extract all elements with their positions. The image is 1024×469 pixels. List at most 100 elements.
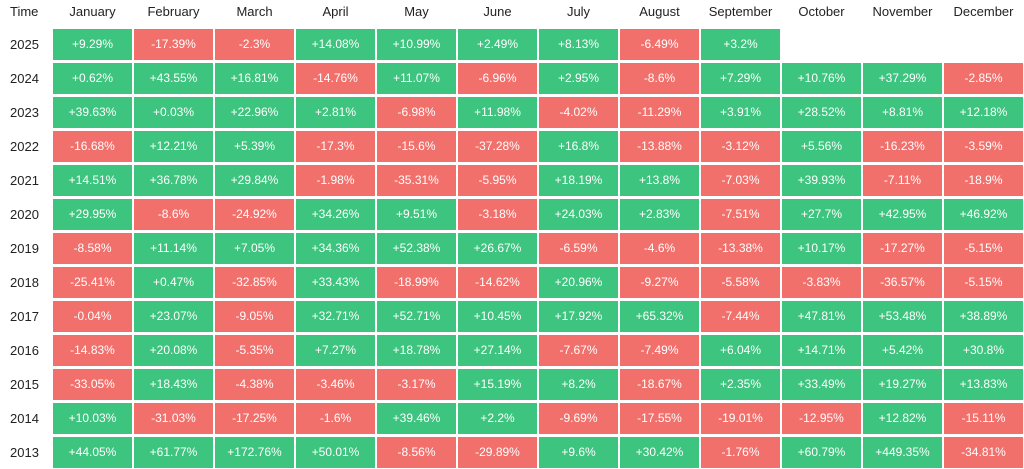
return-cell-2019-january: -8.58% <box>52 232 133 265</box>
return-cell-2020-february: -8.6% <box>133 198 214 231</box>
return-cell-2022-may: -15.6% <box>376 130 457 163</box>
return-cell-2014-september: -19.01% <box>700 402 781 435</box>
return-cell-2020-march: -24.92% <box>214 198 295 231</box>
year-label-2020: 2020 <box>10 207 39 222</box>
return-cell-2022-september: -3.12% <box>700 130 781 163</box>
month-header-august: August <box>639 4 680 19</box>
return-cell-2014-march: -17.25% <box>214 402 295 435</box>
return-cell-2017-december: +38.89% <box>943 300 1024 333</box>
return-cell-2025-may: +10.99% <box>376 28 457 61</box>
return-cell-2014-november: +12.82% <box>862 402 943 435</box>
return-cell-2024-july: +2.95% <box>538 62 619 95</box>
return-cell-2023-september: +3.91% <box>700 96 781 129</box>
year-label-2022: 2022 <box>10 139 39 154</box>
return-cell-2020-january: +29.95% <box>52 198 133 231</box>
return-cell-2024-august: -8.6% <box>619 62 700 95</box>
return-cell-2021-february: +36.78% <box>133 164 214 197</box>
return-cell-2019-february: +11.14% <box>133 232 214 265</box>
return-cell-2017-march: -9.05% <box>214 300 295 333</box>
return-cell-2019-july: -6.59% <box>538 232 619 265</box>
return-cell-2024-september: +7.29% <box>700 62 781 95</box>
return-cell-2021-march: +29.84% <box>214 164 295 197</box>
return-cell-2019-september: -13.38% <box>700 232 781 265</box>
month-header-april: April <box>322 4 349 19</box>
return-cell-2024-june: -6.96% <box>457 62 538 95</box>
return-cell-2023-january: +39.63% <box>52 96 133 129</box>
return-cell-2016-january: -14.83% <box>52 334 133 367</box>
return-cell-2013-june: -29.89% <box>457 436 538 469</box>
return-cell-2023-april: +2.81% <box>295 96 376 129</box>
return-cell-2017-april: +32.71% <box>295 300 376 333</box>
return-cell-2016-june: +27.14% <box>457 334 538 367</box>
return-cell-2023-july: -4.02% <box>538 96 619 129</box>
return-cell-2013-december: -34.81% <box>943 436 1024 469</box>
return-cell-2025-january: +9.29% <box>52 28 133 61</box>
return-cell-2021-january: +14.51% <box>52 164 133 197</box>
return-cell-2019-november: -17.27% <box>862 232 943 265</box>
return-cell-2022-august: -13.88% <box>619 130 700 163</box>
return-cell-2018-december: -5.15% <box>943 266 1024 299</box>
return-cell-2015-may: -3.17% <box>376 368 457 401</box>
return-cell-2021-september: -7.03% <box>700 164 781 197</box>
return-cell-2021-may: -35.31% <box>376 164 457 197</box>
return-cell-2016-april: +7.27% <box>295 334 376 367</box>
month-header-october: October <box>798 4 845 19</box>
return-cell-2024-december: -2.85% <box>943 62 1024 95</box>
return-cell-2023-november: +8.81% <box>862 96 943 129</box>
return-cell-2025-april: +14.08% <box>295 28 376 61</box>
return-cell-2020-august: +2.83% <box>619 198 700 231</box>
return-cell-2023-december: +12.18% <box>943 96 1024 129</box>
return-cell-2016-february: +20.08% <box>133 334 214 367</box>
return-cell-2017-june: +10.45% <box>457 300 538 333</box>
return-cell-2022-november: -16.23% <box>862 130 943 163</box>
return-cell-2013-september: -1.76% <box>700 436 781 469</box>
return-cell-2025-february: -17.39% <box>133 28 214 61</box>
return-cell-2021-august: +13.8% <box>619 164 700 197</box>
return-cell-2022-october: +5.56% <box>781 130 862 163</box>
return-cell-2022-march: +5.39% <box>214 130 295 163</box>
month-header-september: September <box>708 4 773 19</box>
return-cell-2016-march: -5.35% <box>214 334 295 367</box>
return-cell-2013-october: +60.79% <box>781 436 862 469</box>
return-cell-2018-may: -18.99% <box>376 266 457 299</box>
monthly-returns-heatmap: Time January February March April May June Jul… <box>10 4 1024 469</box>
return-cell-2015-august: -18.67% <box>619 368 700 401</box>
return-cell-2020-september: -7.51% <box>700 198 781 231</box>
return-cell-2015-september: +2.35% <box>700 368 781 401</box>
return-cell-2021-june: -5.95% <box>457 164 538 197</box>
return-cell-2015-january: -33.05% <box>52 368 133 401</box>
return-cell-2016-august: -7.49% <box>619 334 700 367</box>
return-cell-2017-october: +47.81% <box>781 300 862 333</box>
return-cell-2021-april: -1.98% <box>295 164 376 197</box>
return-cell-2015-april: -3.46% <box>295 368 376 401</box>
return-cell-2021-december: -18.9% <box>943 164 1024 197</box>
return-cell-2019-april: +34.36% <box>295 232 376 265</box>
return-cell-2014-october: -12.95% <box>781 402 862 435</box>
year-label-2024: 2024 <box>10 71 39 86</box>
return-cell-2014-may: +39.46% <box>376 402 457 435</box>
return-cell-2025-july: +8.13% <box>538 28 619 61</box>
return-cell-2016-september: +6.04% <box>700 334 781 367</box>
month-header-november: November <box>872 4 933 19</box>
year-label-2013: 2013 <box>10 445 39 460</box>
return-cell-2023-october: +28.52% <box>781 96 862 129</box>
year-label-2017: 2017 <box>10 309 39 324</box>
return-cell-2015-june: +15.19% <box>457 368 538 401</box>
return-cell-2017-september: -7.44% <box>700 300 781 333</box>
return-cell-2015-march: -4.38% <box>214 368 295 401</box>
return-cell-2021-november: -7.11% <box>862 164 943 197</box>
return-cell-2017-january: -0.04% <box>52 300 133 333</box>
return-cell-2025-june: +2.49% <box>457 28 538 61</box>
return-cell-2016-november: +5.42% <box>862 334 943 367</box>
return-cell-2016-july: -7.67% <box>538 334 619 367</box>
return-cell-2013-august: +30.42% <box>619 436 700 469</box>
return-cell-2020-june: -3.18% <box>457 198 538 231</box>
return-cell-2017-may: +52.71% <box>376 300 457 333</box>
return-cell-2014-june: +2.2% <box>457 402 538 435</box>
return-cell-2016-october: +14.71% <box>781 334 862 367</box>
return-cell-2013-february: +61.77% <box>133 436 214 469</box>
return-cell-2024-january: +0.62% <box>52 62 133 95</box>
return-cell-2018-september: -5.58% <box>700 266 781 299</box>
return-cell-2015-february: +18.43% <box>133 368 214 401</box>
return-cell-2014-august: -17.55% <box>619 402 700 435</box>
